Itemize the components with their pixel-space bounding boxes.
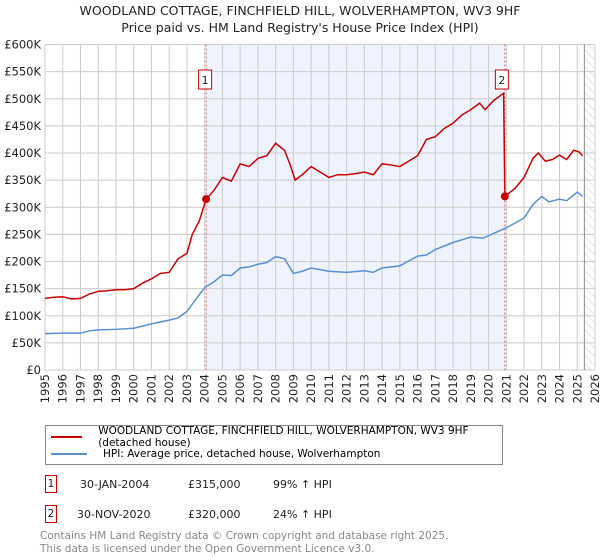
sale-row: 1 30-JAN-2004 £315,000 99% ↑ HPI [45, 475, 545, 495]
sale-date: 30-NOV-2020 [77, 508, 151, 521]
y-tick-label: £350K [4, 173, 41, 187]
sale-row: 2 30-NOV-2020 £320,000 24% ↑ HPI [45, 505, 545, 525]
x-tick-label: 2019 [464, 374, 478, 403]
y-tick-label: £500K [4, 92, 41, 106]
x-tick-label: 2002 [162, 374, 176, 403]
y-tick-label: £450K [4, 119, 41, 133]
x-tick-label: 2011 [322, 374, 336, 403]
y-tick-label: £100K [4, 309, 41, 323]
sale-hpi: 99% ↑ HPI [273, 478, 332, 491]
sale-annotation-box [494, 69, 509, 90]
x-tick-label: 2023 [535, 374, 549, 403]
x-tick-label: 1996 [56, 374, 70, 403]
x-tick-label: 2013 [357, 374, 371, 403]
x-tick-label: 2001 [144, 374, 158, 403]
x-tick-label: 2006 [233, 374, 247, 403]
x-tick-label: 2018 [446, 374, 460, 403]
sale-badge: 1 [45, 475, 57, 493]
y-tick-label: £550K [4, 65, 41, 79]
y-tick-label: £300K [4, 200, 41, 214]
x-tick-label: 2020 [482, 374, 496, 403]
x-tick-label: 1997 [73, 374, 87, 403]
x-tick-label: 2009 [286, 374, 300, 403]
red-line-swatch [51, 436, 83, 438]
x-tick-label: 2026 [588, 374, 600, 403]
legend-label: HPI: Average price, detached house, Wolv… [103, 448, 381, 460]
x-tick-label: 2025 [570, 374, 584, 403]
chart-subtitle: Price paid vs. HM Land Registry's House … [121, 20, 479, 35]
sale-annotation-box [198, 69, 213, 90]
x-tick-label: 2005 [215, 374, 229, 403]
legend-item-hpi: HPI: Average price, detached house, Wolv… [46, 446, 380, 462]
sale-annotation-label: 2 [498, 74, 505, 87]
x-tick-label: 1999 [109, 374, 123, 403]
footer-line: Contains HM Land Registry data © Crown c… [40, 530, 449, 542]
blue-line-swatch [51, 453, 87, 455]
y-tick-label: £400K [4, 146, 41, 160]
sale-badge: 2 [45, 505, 57, 523]
sale-annotation-label: 1 [202, 74, 209, 87]
x-tick-label: 2017 [428, 374, 442, 403]
y-tick-label: £200K [4, 255, 41, 269]
footer-line: This data is licensed under the Open Gov… [40, 543, 375, 555]
x-tick-label: 2012 [340, 374, 354, 403]
hpi-line [44, 191, 584, 335]
x-tick-label: 2010 [304, 374, 318, 403]
x-tick-label: 2022 [517, 374, 531, 403]
x-tick-label: 2000 [127, 374, 141, 403]
x-tick-label: 2016 [411, 374, 425, 403]
chart-title: WOODLAND COTTAGE, FINCHFIELD HILL, WOLVE… [79, 3, 521, 18]
x-tick-label: 2024 [553, 374, 567, 403]
y-tick-label: £250K [4, 227, 41, 241]
legend: WOODLAND COTTAGE, FINCHFIELD HILL, WOLVE… [45, 425, 503, 465]
x-tick-label: 1995 [38, 374, 52, 403]
sale-price: £320,000 [188, 508, 241, 521]
x-tick-label: 2003 [180, 374, 194, 403]
y-tick-label: £600K [4, 38, 41, 52]
x-tick-label: 2014 [375, 374, 389, 403]
price-chart: 1995 1996 1997 1998 1999 2000 2001 2002 2003 2004… [4, 38, 600, 404]
sale-point [500, 192, 509, 201]
legend-label: WOODLAND COTTAGE, FINCHFIELD HILL, WOLVE… [98, 425, 469, 449]
x-tick-label: 2015 [393, 374, 407, 403]
sale-date: 30-JAN-2004 [80, 478, 150, 491]
sale-point [202, 195, 211, 204]
x-tick-label: 2007 [251, 374, 265, 403]
x-tick-label: 2021 [499, 374, 513, 403]
y-tick-label: £0 [26, 363, 41, 377]
y-tick-label: £150K [4, 282, 41, 296]
footer: Contains HM Land Registry data © Crown c… [40, 530, 448, 556]
x-tick-label: 1998 [91, 374, 105, 403]
x-tick-label: 2004 [198, 374, 212, 403]
x-tick-label: 2008 [269, 374, 283, 403]
y-tick-label: £50K [12, 336, 42, 350]
sale-hpi: 24% ↑ HPI [273, 508, 332, 521]
sale-price: £315,000 [188, 478, 241, 491]
legend-item-property: WOODLAND COTTAGE, FINCHFIELD HILL, WOLVE… [46, 425, 502, 449]
